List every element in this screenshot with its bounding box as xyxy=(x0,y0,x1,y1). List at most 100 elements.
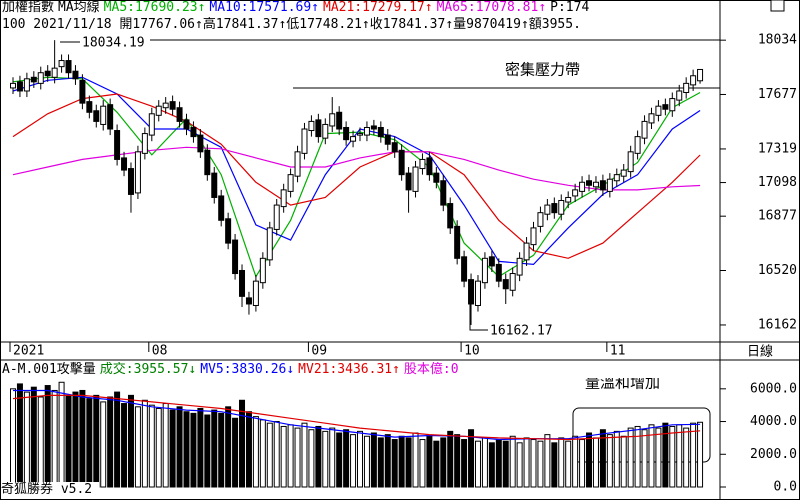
candle-body xyxy=(107,104,114,130)
y-tick-label: 17098 xyxy=(758,175,797,190)
y-tick-label: 2000.0 xyxy=(750,447,797,462)
volume-bar xyxy=(169,409,176,488)
volume-bar xyxy=(294,427,301,488)
candle-body xyxy=(190,126,197,138)
volume-bar xyxy=(273,421,280,488)
candle-body xyxy=(662,104,669,110)
candle-body xyxy=(141,133,148,154)
volume-bar xyxy=(690,422,697,488)
volume-annotation: 量溫和增加 xyxy=(585,374,660,392)
volume-bar xyxy=(662,422,669,488)
candle-body xyxy=(544,204,551,215)
candle-body xyxy=(363,126,370,136)
candle-body xyxy=(308,120,315,132)
candle-body xyxy=(565,196,572,203)
candle-body xyxy=(65,60,72,74)
y-tick-label: 6000.0 xyxy=(750,381,797,396)
volume-bar xyxy=(468,429,475,488)
candle-body xyxy=(613,174,620,182)
candle-body xyxy=(683,82,690,93)
candle-body xyxy=(419,158,426,170)
volume-bar xyxy=(461,439,468,488)
candle-body xyxy=(620,169,627,177)
candle-body xyxy=(579,181,586,192)
candle-body xyxy=(10,82,16,89)
volume-bar xyxy=(176,406,183,488)
candle-body xyxy=(225,218,232,244)
volume-bar xyxy=(697,421,704,488)
volume-bar xyxy=(377,437,384,488)
legend-entry: 股本億:0 xyxy=(403,362,459,377)
candle-body xyxy=(384,134,391,145)
volume-bar xyxy=(537,440,544,488)
candle-body xyxy=(530,227,537,246)
volume-bar xyxy=(419,439,426,488)
candle-body xyxy=(433,172,440,183)
volume-bar xyxy=(336,432,343,488)
candle-body xyxy=(148,113,155,136)
candle-body xyxy=(572,189,579,197)
low-annotation: 16162.17 xyxy=(490,324,553,339)
candle-body xyxy=(134,151,141,194)
volume-bar xyxy=(183,411,190,488)
footer: 奇狐勝券 v5.2 xyxy=(1,482,100,498)
candle-body xyxy=(634,136,641,154)
info-row: 100 2021/11/18 開17767.06↑高17841.37↑低1774… xyxy=(2,17,718,33)
legend-entry: MV5:3830.26↓ xyxy=(200,362,295,377)
candle-body xyxy=(169,101,176,110)
candle-body xyxy=(669,98,676,112)
candle-body xyxy=(398,149,405,176)
y-tick-label: 18034 xyxy=(758,33,797,48)
candle-body xyxy=(176,107,183,122)
volume-bar xyxy=(127,394,134,488)
volume-bar xyxy=(197,407,204,488)
candle-body xyxy=(592,181,599,188)
volume-bar xyxy=(245,411,252,488)
volume-bar xyxy=(683,427,690,488)
candle-body xyxy=(232,239,239,275)
candle-body xyxy=(322,123,329,139)
candle-body xyxy=(86,101,93,113)
period-label: 日線 xyxy=(747,344,773,360)
volume-bar xyxy=(51,389,58,488)
candle-body xyxy=(259,257,266,284)
volume-bar xyxy=(10,388,16,488)
window-icon[interactable] xyxy=(770,0,785,12)
volume-bar xyxy=(454,434,461,488)
candle-body xyxy=(461,256,468,282)
volume-bar xyxy=(565,440,572,488)
candle-body xyxy=(558,200,565,215)
legend-entry: MA5:17690.23↑ xyxy=(103,0,206,15)
volume-bar xyxy=(315,425,322,488)
volume-label: 成交:3955.57↓ xyxy=(99,362,197,377)
x-tick-label: 11 xyxy=(610,344,626,359)
volume-bar xyxy=(363,435,370,488)
volume-bar xyxy=(592,437,599,488)
candle-body xyxy=(509,273,516,291)
candle-body xyxy=(280,189,287,208)
volume-bar xyxy=(301,422,308,488)
volume-bar xyxy=(65,394,72,488)
candle-body xyxy=(586,180,593,186)
volume-bar xyxy=(204,414,211,488)
candle-body xyxy=(551,203,558,214)
volume-bar xyxy=(44,385,51,488)
candle-body xyxy=(51,67,58,78)
ma-line xyxy=(13,389,701,441)
volume-bar xyxy=(329,427,336,488)
ma-line xyxy=(12,93,701,259)
legend-row: 加權指數 MA均線 MA5:17690.23↑ MA10:17571.69↑ MA21:… xyxy=(2,0,718,16)
volume-bar xyxy=(280,425,287,488)
candle-body xyxy=(655,105,662,116)
volume-bar xyxy=(322,430,329,488)
info: 100 2021/11/18 開17767.06↑高17841.37↑低1774… xyxy=(2,17,581,32)
x-tick-label: 2021 xyxy=(13,344,44,359)
volume-bar xyxy=(86,398,93,488)
resistance-annotation: 密集壓力帶 xyxy=(505,61,580,79)
y-tick-label: 17319 xyxy=(758,141,797,156)
candle-body xyxy=(58,60,65,68)
volume-bar xyxy=(488,442,495,488)
candle-body xyxy=(16,81,23,92)
candle-body xyxy=(336,111,343,130)
